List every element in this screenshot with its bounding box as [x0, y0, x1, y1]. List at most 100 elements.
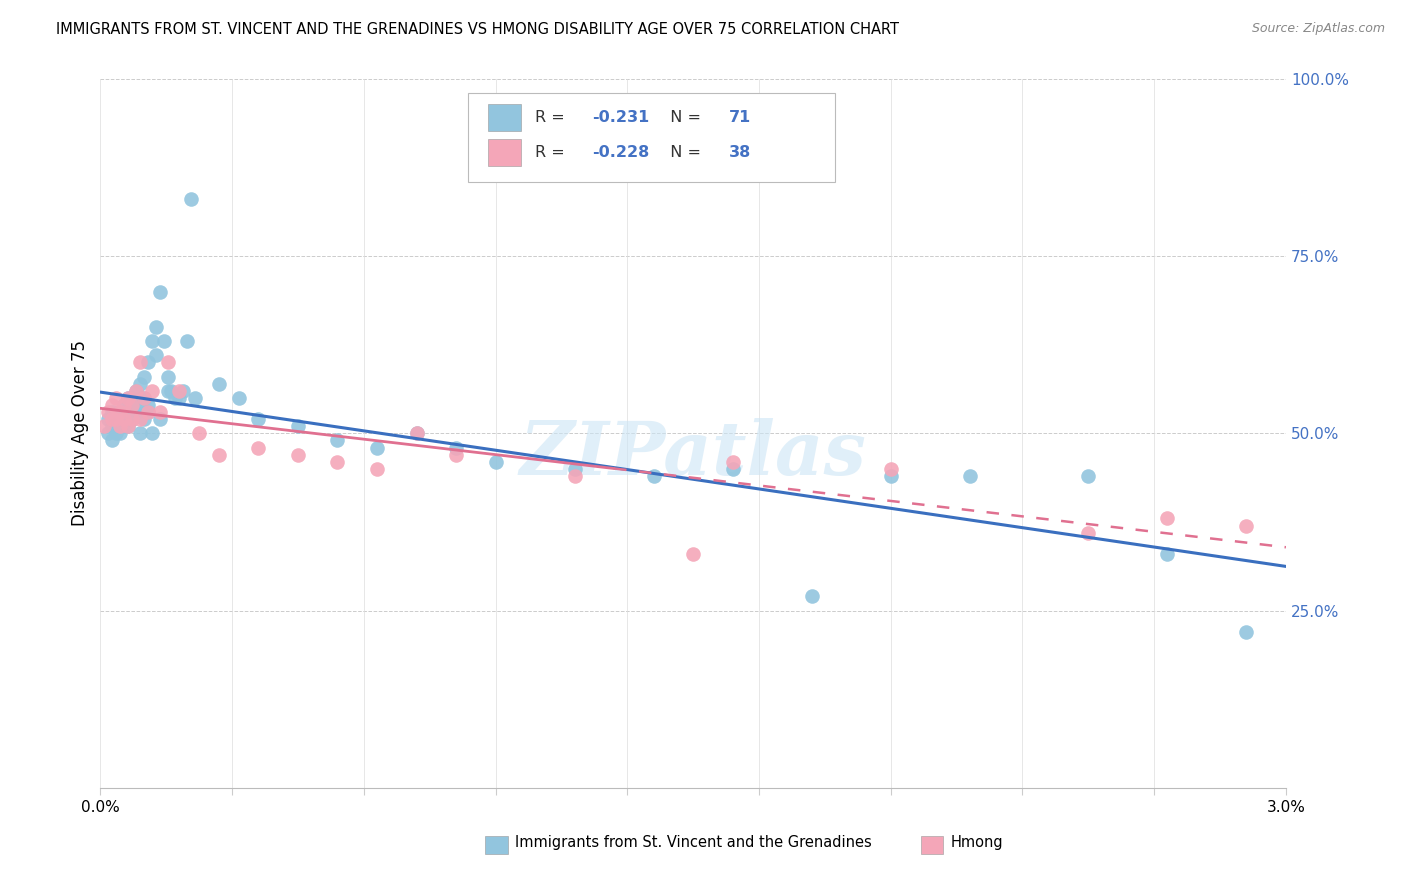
Point — [721, 455, 744, 469]
Point — [149, 285, 172, 299]
Point — [208, 376, 231, 391]
Point — [105, 419, 128, 434]
Point — [132, 412, 155, 426]
Point — [1156, 511, 1178, 525]
Text: ZIPatlas: ZIPatlas — [520, 418, 866, 491]
Point — [880, 469, 903, 483]
Point — [643, 469, 665, 483]
Text: 71: 71 — [728, 110, 751, 125]
Point — [682, 547, 704, 561]
Point — [564, 469, 586, 483]
Point — [101, 434, 124, 448]
Point — [128, 426, 150, 441]
Point — [117, 405, 139, 419]
Text: Immigrants from St. Vincent and the Grenadines: Immigrants from St. Vincent and the Gren… — [515, 836, 872, 850]
Point — [121, 398, 143, 412]
Point — [160, 384, 183, 398]
Point — [125, 405, 148, 419]
Point — [800, 590, 823, 604]
Point — [93, 419, 115, 434]
Point — [112, 398, 135, 412]
Point — [152, 334, 174, 349]
Point — [108, 419, 131, 434]
Point — [132, 369, 155, 384]
Point — [136, 405, 159, 419]
Point — [141, 384, 163, 398]
Point — [108, 426, 131, 441]
Point — [287, 448, 309, 462]
Point — [564, 462, 586, 476]
Point — [484, 455, 506, 469]
Point — [287, 419, 309, 434]
Point — [959, 469, 981, 483]
Point — [145, 348, 167, 362]
Point — [125, 384, 148, 398]
Point — [326, 455, 349, 469]
FancyBboxPatch shape — [488, 139, 522, 166]
Point — [128, 355, 150, 369]
Point — [117, 391, 139, 405]
Point — [125, 384, 148, 398]
Point — [1077, 469, 1099, 483]
Point — [1236, 624, 1258, 639]
Point — [405, 426, 427, 441]
Point — [125, 405, 148, 419]
Point — [169, 391, 191, 405]
Point — [112, 398, 135, 412]
Point — [444, 448, 467, 462]
Point — [128, 412, 150, 426]
Point — [149, 412, 172, 426]
Point — [1236, 518, 1258, 533]
Point — [105, 412, 128, 426]
Point — [101, 405, 124, 419]
Point — [97, 426, 120, 441]
Point — [128, 391, 150, 405]
Text: -0.228: -0.228 — [592, 145, 650, 161]
Point — [112, 405, 135, 419]
Point — [136, 398, 159, 412]
Point — [156, 355, 179, 369]
Point — [176, 334, 198, 349]
Point — [444, 441, 467, 455]
Point — [165, 391, 187, 405]
Point — [112, 419, 135, 434]
Y-axis label: Disability Age Over 75: Disability Age Over 75 — [72, 341, 89, 526]
Point — [121, 412, 143, 426]
Point — [97, 412, 120, 426]
Point — [128, 376, 150, 391]
Point — [117, 419, 139, 434]
Text: N =: N = — [659, 145, 706, 161]
FancyBboxPatch shape — [468, 93, 835, 182]
Point — [141, 334, 163, 349]
Point — [105, 426, 128, 441]
Point — [121, 391, 143, 405]
Point — [1156, 547, 1178, 561]
Point — [405, 426, 427, 441]
Point — [105, 412, 128, 426]
Text: N =: N = — [659, 110, 706, 125]
Point — [132, 391, 155, 405]
Point — [101, 412, 124, 426]
Point — [366, 441, 388, 455]
Point — [188, 426, 211, 441]
Text: R =: R = — [536, 145, 571, 161]
Point — [247, 441, 270, 455]
Point — [136, 405, 159, 419]
Point — [1077, 525, 1099, 540]
Point — [156, 384, 179, 398]
Text: IMMIGRANTS FROM ST. VINCENT AND THE GRENADINES VS HMONG DISABILITY AGE OVER 75 C: IMMIGRANTS FROM ST. VINCENT AND THE GREN… — [56, 22, 900, 37]
Point — [228, 391, 250, 405]
Point — [208, 448, 231, 462]
Point — [101, 419, 124, 434]
Point — [132, 391, 155, 405]
Point — [326, 434, 349, 448]
Point — [366, 462, 388, 476]
Text: R =: R = — [536, 110, 571, 125]
Point — [247, 412, 270, 426]
Point — [721, 462, 744, 476]
Point — [880, 462, 903, 476]
Point — [117, 391, 139, 405]
Point — [108, 412, 131, 426]
Text: 38: 38 — [728, 145, 751, 161]
Text: Hmong: Hmong — [950, 836, 1002, 850]
